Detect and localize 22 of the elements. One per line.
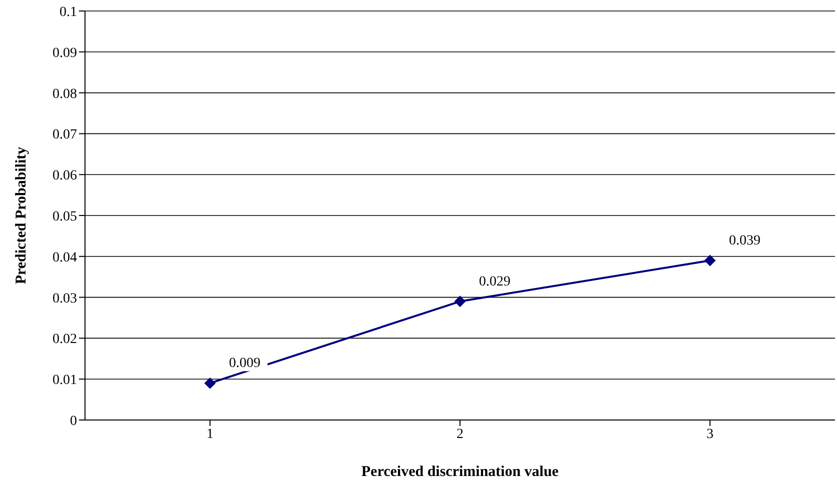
y-tick-label: 0.1 bbox=[60, 4, 77, 20]
y-tick-label: 0.01 bbox=[52, 373, 77, 388]
y-tick-label: 0.08 bbox=[52, 86, 77, 102]
y-tick-label: 0 bbox=[70, 414, 77, 429]
y-tick-label: 0.07 bbox=[52, 128, 77, 143]
y-tick-label: 0.05 bbox=[52, 209, 77, 224]
x-tick-label: 3 bbox=[706, 426, 714, 442]
y-tick-label: 0.04 bbox=[52, 250, 77, 266]
point bbox=[454, 296, 466, 307]
data-label: 0.039 bbox=[729, 233, 760, 248]
y-tick-label: 0.09 bbox=[52, 46, 77, 61]
data-label: 0.009 bbox=[229, 356, 260, 372]
y-axis-title: Predicted Probability bbox=[13, 146, 30, 284]
point bbox=[704, 254, 716, 266]
y-tick-label: 0.03 bbox=[52, 291, 77, 306]
data-label: 0.029 bbox=[479, 274, 510, 290]
x-tick-label: 1 bbox=[206, 426, 214, 442]
point bbox=[204, 378, 216, 389]
y-tick-label: 0.02 bbox=[52, 332, 77, 348]
x-tick-label: 2 bbox=[456, 426, 464, 442]
x-axis-title: Perceived discrimination value bbox=[361, 464, 559, 480]
y-tick-label: 0.06 bbox=[52, 168, 77, 184]
